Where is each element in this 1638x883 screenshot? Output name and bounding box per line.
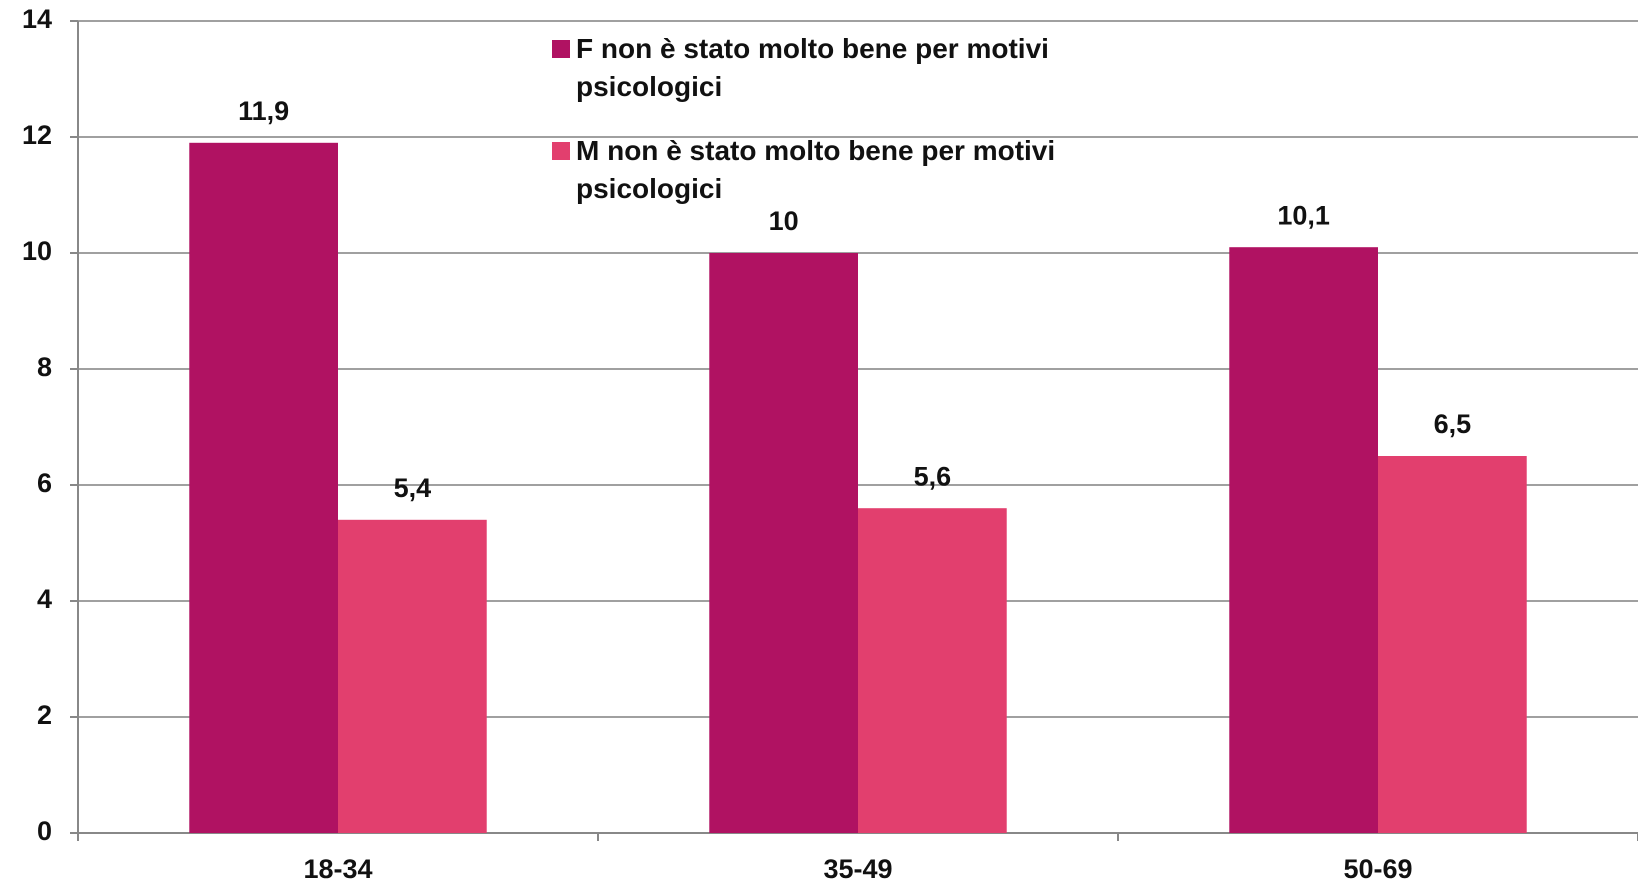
x-tick-label: 18-34 xyxy=(303,854,372,883)
bar xyxy=(709,253,858,833)
x-tick-label: 50-69 xyxy=(1343,854,1412,883)
y-tick-label: 8 xyxy=(37,352,52,382)
legend-swatch xyxy=(552,142,570,160)
value-label: 6,5 xyxy=(1434,409,1472,439)
value-label: 10,1 xyxy=(1277,200,1330,230)
y-tick-label: 4 xyxy=(37,584,52,614)
y-tick-label: 6 xyxy=(37,468,52,498)
y-tick-label: 2 xyxy=(37,700,52,730)
legend-swatch xyxy=(552,40,570,58)
bar xyxy=(189,142,338,834)
bar xyxy=(1378,456,1527,833)
value-label: 5,4 xyxy=(394,473,432,503)
y-tick-label: 0 xyxy=(37,816,52,846)
legend-item: M non è stato molto bene per motivi psic… xyxy=(552,132,1176,208)
legend-label: M non è stato molto bene per motivi psic… xyxy=(576,135,1056,204)
legend-item: F non è stato molto bene per motivi psic… xyxy=(552,30,1176,106)
value-label: 5,6 xyxy=(914,461,952,491)
legend-label: F non è stato molto bene per motivi psic… xyxy=(576,33,1049,102)
value-label: 10 xyxy=(769,206,799,236)
y-tick-label: 10 xyxy=(22,236,52,266)
x-tick-label: 35-49 xyxy=(823,854,892,883)
bar xyxy=(338,519,487,833)
y-tick-label: 14 xyxy=(22,4,52,34)
y-tick-label: 12 xyxy=(22,120,52,150)
bar xyxy=(858,508,1007,833)
value-label: 11,9 xyxy=(238,96,289,126)
bar xyxy=(1229,247,1378,833)
